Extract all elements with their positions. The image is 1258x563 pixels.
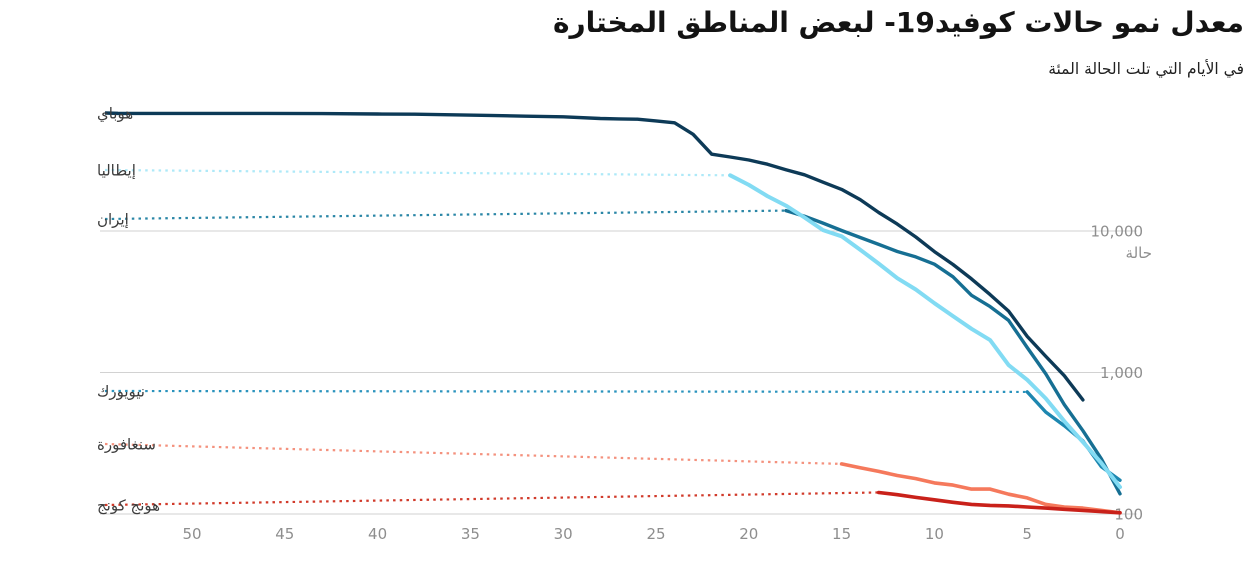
region-label-hongkong: هونج كونج xyxy=(97,497,160,515)
region-label-iran: إيران xyxy=(97,211,129,229)
x-tick-label-20: 20 xyxy=(739,525,758,543)
series-line-iran xyxy=(784,208,1122,496)
series-leader-iran xyxy=(104,209,786,221)
region-label-singapore: سنغافورة xyxy=(97,436,156,454)
series-leader-italy xyxy=(104,168,731,177)
x-tick-label-50: 50 xyxy=(182,525,201,543)
x-tick-label-40: 40 xyxy=(368,525,387,543)
x-tick-label-45: 45 xyxy=(275,525,294,543)
series-line-singapore xyxy=(839,462,1122,515)
series-line-hubei xyxy=(116,111,1085,402)
y-tick-label-10000: 10,000 xyxy=(1091,223,1144,241)
series-line-hongkong xyxy=(876,490,1122,515)
series-leader-hongkong xyxy=(104,491,879,507)
series-line-italy xyxy=(728,173,1122,490)
series-leader-singapore xyxy=(104,442,842,465)
x-tick-label-25: 25 xyxy=(646,525,665,543)
y-tick-label-100: 100 xyxy=(1114,506,1143,524)
region-label-italy: إيطاليا xyxy=(97,162,136,180)
x-tick-label-30: 30 xyxy=(554,525,573,543)
x-tick-label-15: 15 xyxy=(832,525,851,543)
y-axis-unit-label: حالة xyxy=(1126,244,1152,262)
x-tick-label-10: 10 xyxy=(925,525,944,543)
y-tick-label-1000: 1,000 xyxy=(1100,364,1143,382)
chart-title: معدل نمو حالات كوفيد19- لبعض المناطق الم… xyxy=(552,6,1244,39)
x-tick-label-0: 0 xyxy=(1115,525,1125,543)
chart-subtitle: في الأيام التي تلت الحالة المئة xyxy=(1048,60,1244,78)
region-label-hubei: هوباي xyxy=(97,105,133,124)
region-label-newyork: نيويورك xyxy=(97,383,145,401)
x-tick-label-35: 35 xyxy=(461,525,480,543)
series-leader-newyork xyxy=(104,389,1028,394)
x-tick-label-5: 5 xyxy=(1022,525,1032,543)
